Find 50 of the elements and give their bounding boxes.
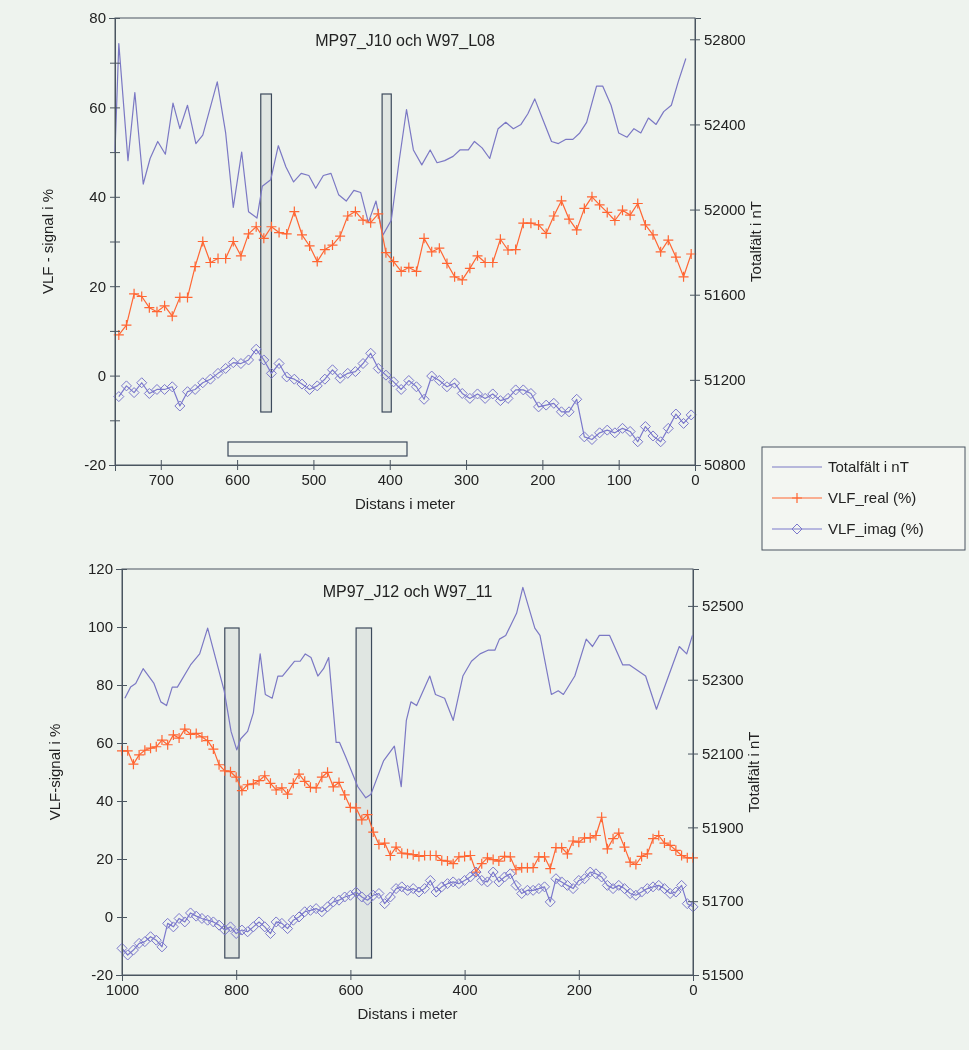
x-tick-label: 100	[606, 470, 632, 488]
text: MP97_J10 och W97_L08	[315, 32, 495, 50]
y-tick-label: 60	[96, 734, 113, 752]
y-tick-label: 100	[87, 618, 113, 636]
legend-label: VLF_imag (%)	[828, 520, 924, 537]
y-tick-label: 20	[89, 277, 106, 295]
y2-axis-title: Totalfält i nT	[745, 731, 762, 813]
y-tick-label: 40	[89, 188, 106, 206]
y-tick-label: 0	[97, 366, 106, 384]
x-tick-label: 0	[689, 980, 698, 998]
x-tick-label: 300	[454, 470, 480, 488]
y-tick-label: 40	[96, 792, 113, 810]
text: MP97_J12 och W97_11	[322, 583, 493, 601]
x-tick-label: 200	[530, 470, 556, 488]
y2-tick-label: 51200	[704, 371, 746, 389]
y-tick-label: 60	[89, 98, 106, 116]
legend-label: VLF_real (%)	[828, 489, 917, 506]
y2-tick-label: 50800	[704, 456, 746, 474]
x-tick-label: 500	[301, 470, 327, 488]
line-series	[124, 586, 694, 799]
x-tick-label: 400	[377, 470, 403, 488]
y-tick-label: 80	[96, 676, 113, 694]
y2-tick-label: 51500	[702, 966, 744, 984]
y-tick-label: 80	[89, 9, 106, 27]
x-tick-label: 700	[148, 470, 174, 488]
y2-tick-label: 52400	[704, 115, 746, 133]
y2-tick-label: 52300	[702, 671, 744, 689]
y2-tick-label: 52500	[702, 597, 744, 615]
x-tick-label: 600	[225, 470, 251, 488]
y-axis-title: VLF-signal i %	[46, 723, 63, 821]
y-tick-label: -20	[84, 456, 106, 474]
x-tick-label: 400	[452, 980, 478, 998]
x-tick-label: 800	[224, 980, 250, 998]
y-tick-label: 20	[96, 850, 113, 868]
y2-tick-label: 52800	[704, 30, 746, 48]
y2-tick-label: 51900	[702, 818, 744, 836]
y-tick-label: 0	[104, 908, 113, 926]
y2-tick-label: 52000	[704, 200, 746, 218]
x-tick-label: 600	[338, 980, 364, 998]
y2-tick-label: 51600	[704, 286, 746, 304]
x-tick-label: 0	[691, 470, 700, 488]
x-tick-label: 200	[566, 980, 592, 998]
y-axis-title: VLF - signal i %	[39, 188, 56, 295]
y2-tick-label: 51700	[702, 892, 744, 910]
x-axis-title: Distans i meter	[357, 1005, 458, 1022]
y-tick-label: 120	[87, 560, 113, 578]
y2-axis-title: Totalfält i nT	[747, 201, 764, 282]
legend-label: Totalfält i nT	[828, 458, 909, 475]
x-axis-title: Distans i meter	[354, 495, 456, 512]
y2-tick-label: 52100	[702, 744, 744, 762]
